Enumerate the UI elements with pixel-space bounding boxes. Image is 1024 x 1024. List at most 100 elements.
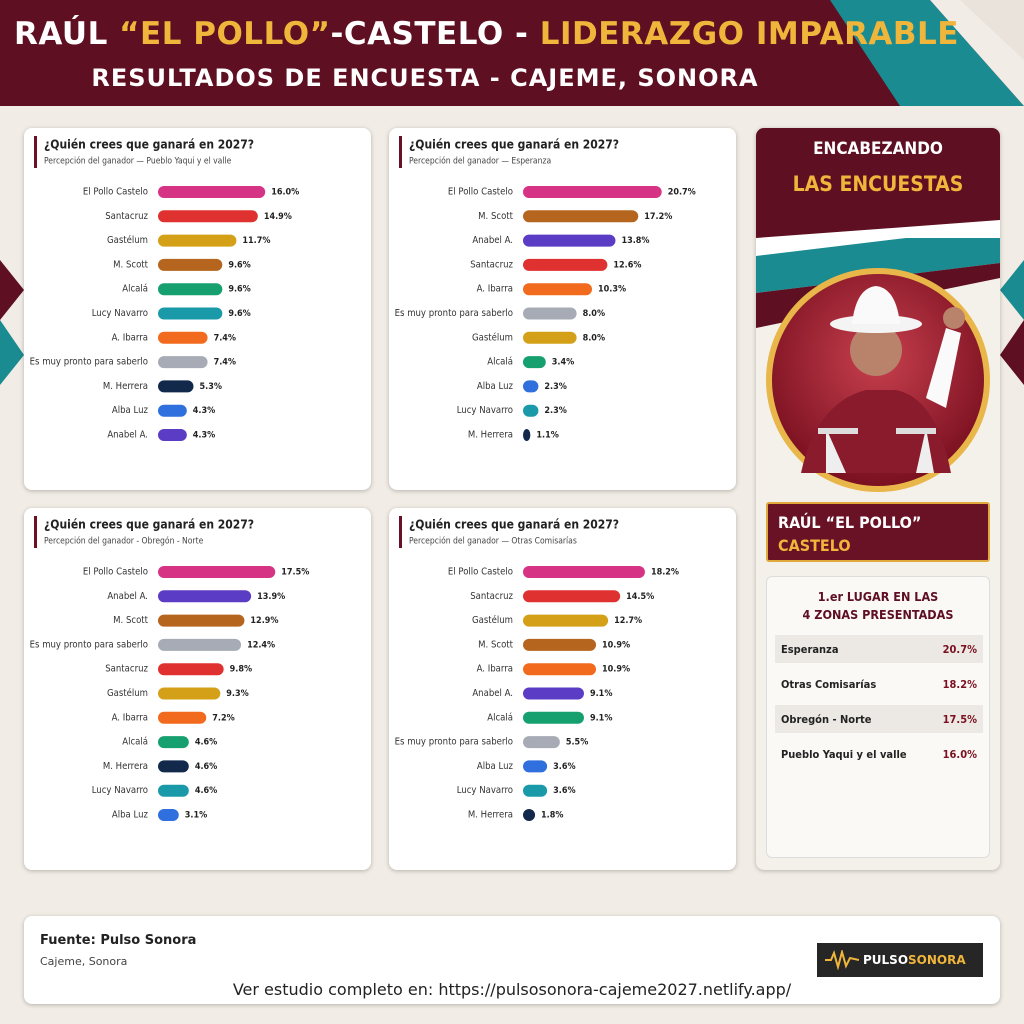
title-marker [399,516,402,548]
bar [523,210,639,223]
bar [523,736,560,749]
title-part: - [515,16,529,52]
category-label: Alba Luz [477,381,514,392]
value-label: 2.3% [544,382,566,392]
category-label: A. Ibarra [477,664,513,675]
category-label: Santacruz [470,591,513,602]
category-label: M. Herrera [103,761,148,772]
value-label: 18.2% [651,568,679,578]
header: RAÚL “EL POLLO”-CASTELO - LIDERAZGO IMPA… [0,0,1024,106]
sidebar-heading: LAS ENCUESTAS [792,172,964,196]
value-label: 7.4% [214,333,236,343]
bar [158,331,208,344]
zone-name: Obregón - Norte [781,713,872,726]
category-label: El Pollo Castelo [83,187,148,198]
bar [523,614,609,627]
value-label: 4.6% [195,786,217,796]
category-label: M. Scott [478,211,514,222]
category-label: Es muy pronto para saberlo [30,639,148,650]
category-label: Es muy pronto para saberlo [395,737,513,748]
bar [523,711,584,724]
value-label: 12.9% [250,616,278,626]
value-label: 1.8% [541,811,563,821]
title-marker [399,136,402,168]
category-label: Alcalá [122,284,148,295]
bar [523,404,539,417]
bar [523,687,584,700]
category-label: Santacruz [470,259,513,270]
bar [523,258,608,271]
value-label: 14.9% [264,212,292,222]
category-label: Gastélum [472,332,513,343]
category-label: Alba Luz [112,405,149,416]
bar [523,809,536,821]
zone-value: 18.2% [942,678,977,691]
chart-title: ¿Quién crees que ganará en 2027? [44,518,254,532]
chart-card: ¿Quién crees que ganará en 2027? Percepci… [389,128,736,490]
category-label: Es muy pronto para saberlo [395,308,513,319]
title-marker [34,516,37,548]
bar [158,210,258,223]
category-label: Es muy pronto para saberlo [30,357,148,368]
chart: ¿Quién crees que ganará en 2027? Percepci… [395,136,696,441]
bar [523,283,593,296]
stats-title: 1.er LUGAR EN LAS [817,589,939,604]
value-label: 8.0% [583,333,605,343]
category-label: Alba Luz [477,761,514,772]
bar [523,566,645,578]
bar [523,784,548,797]
bar [158,258,223,271]
stats-box: 1.er LUGAR EN LAS 4 ZONAS PRESENTADAS Es… [766,576,990,858]
chart-title: ¿Quién crees que ganará en 2027? [409,518,619,532]
title-part: RAÚL [14,16,108,52]
logo-wave [825,950,859,970]
category-label: Gastélum [107,688,148,699]
value-label: 4.3% [193,406,215,416]
category-label: Santacruz [105,211,148,222]
category-label: Santacruz [105,664,148,675]
value-label: 9.6% [228,260,250,270]
zone-name: Esperanza [781,643,839,656]
zone-value: 16.0% [942,748,977,761]
category-label: Lucy Navarro [92,785,148,796]
sidebar-art [756,128,1000,492]
value-label: 20.7% [668,188,696,198]
bar [523,307,577,320]
value-label: 4.6% [195,738,217,748]
value-label: 3.6% [553,762,575,772]
bar [523,663,597,676]
value-label: 7.4% [214,358,236,368]
category-label: Lucy Navarro [457,785,513,796]
value-label: 12.4% [247,640,275,650]
category-label: Anabel A. [107,591,148,602]
zone-value: 17.5% [942,713,977,726]
value-label: 5.5% [566,738,588,748]
value-label: 13.9% [257,592,285,602]
bar [158,711,207,724]
bar [523,331,577,344]
bar [523,590,621,603]
category-label: M. Herrera [103,381,148,392]
category-label: A. Ibarra [477,284,513,295]
left-deco [0,260,24,385]
value-label: 2.3% [544,406,566,416]
sidebar-heading: ENCABEZANDO [813,139,943,159]
logo-text: SONORA [908,953,966,967]
footer-source: Fuente: Pulso Sonora [40,933,197,948]
candidate-name: RAÚL “EL POLLO” [778,513,922,532]
chart-title: ¿Quién crees que ganará en 2027? [44,138,254,152]
value-label: 9.1% [590,713,612,723]
value-label: 7.2% [212,713,234,723]
bar [158,736,189,749]
value-label: 4.3% [193,431,215,441]
title-part: “EL POLLO” [119,16,331,52]
value-label: 3.1% [185,811,207,821]
category-label: A. Ibarra [112,332,148,343]
right-deco [1000,260,1024,385]
value-label: 9.6% [228,285,250,295]
value-label: 17.2% [644,212,672,222]
bar [158,566,276,578]
title-part: LIDERAZGO IMPARABLE [539,16,959,52]
footer-place: Cajeme, Sonora [40,955,128,968]
chart-card: ¿Quién crees que ganará en 2027? Percepci… [24,128,371,490]
